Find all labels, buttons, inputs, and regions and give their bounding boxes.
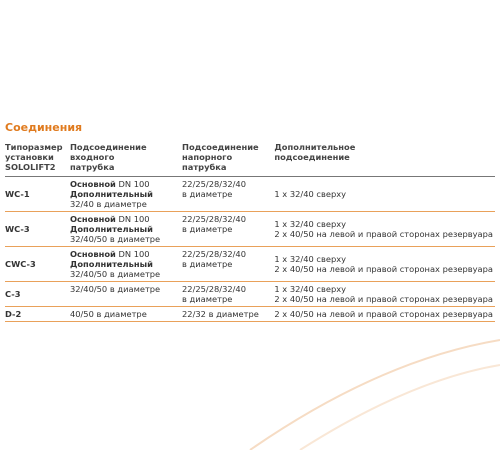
inlet-line: Основной DN 100	[70, 179, 180, 189]
outlet-line: 22/32 в диаметре	[182, 309, 259, 319]
inlet-label: Основной	[69, 249, 116, 259]
header-line: напорного	[182, 152, 233, 162]
inlet-line: 32/40 в диаметре	[70, 199, 180, 209]
inlet-label: Дополнительный	[69, 224, 153, 234]
extra-line: 2 x 40/50 на левой и правой сторонах рез…	[274, 294, 493, 304]
decor-curve	[249, 339, 500, 450]
header-row: Типоразмер установки SOLOLIFT2 Подсоединени…	[5, 140, 495, 177]
header-line: подсоединение	[274, 152, 350, 162]
extra-cell: 1 x 32/40 сверху 2 x 40/50 на левой и пра…	[274, 211, 495, 247]
decor-curve	[299, 364, 500, 450]
extra-cell: 2 x 40/50 на левой и правой сторонах рез…	[274, 306, 495, 322]
inlet-line: 32/40/50 в диаметре	[70, 269, 180, 279]
inlet-line: Дополнительный	[70, 189, 180, 199]
extra-cell: 1 x 32/40 сверху 2 x 40/50 на левой и пра…	[274, 246, 495, 282]
type-cell: D-2	[5, 306, 70, 322]
header-line: патрубка	[182, 162, 227, 172]
connections-table: Типоразмер установки SOLOLIFT2 Подсоединени…	[5, 140, 495, 322]
outlet-line: в диаметре	[182, 224, 233, 234]
extra-line: 1 x 32/40 сверху	[274, 284, 347, 294]
inlet-text: 32/40/50 в диаметре	[69, 234, 161, 244]
extra-line: 2 x 40/50 на левой и правой сторонах рез…	[274, 264, 493, 274]
outlet-line: в диаметре	[182, 259, 233, 269]
outlet-line: в диаметре	[182, 189, 233, 199]
header-line: патрубка	[69, 162, 115, 172]
table-row: WC-1 Основной DN 100 Дополнительный 32/40 в…	[5, 176, 495, 212]
header-line: входного	[69, 152, 115, 162]
extra-line: 2 x 40/50 на левой и правой сторонах рез…	[274, 229, 493, 239]
column-header: Подсоединение напорного патрубка	[182, 140, 275, 177]
inlet-line: Основной DN 100	[70, 214, 180, 224]
type-cell: CWC-3	[5, 246, 70, 282]
inlet-cell: Основной DN 100 Дополнительный 32/40 в диа…	[69, 176, 183, 212]
inlet-label: Основной	[69, 214, 116, 224]
inlet-text: 32/40/50 в диаметре	[69, 269, 161, 279]
section-title: Соединения	[5, 121, 83, 134]
outlet-line: 22/25/28/32/40	[182, 249, 246, 259]
inlet-label: Основной	[69, 179, 116, 189]
type-cell: WC-3	[5, 211, 70, 247]
extra-cell: 1 x 32/40 сверху 2 x 40/50 на левой и пра…	[274, 281, 495, 307]
header-line: Типоразмер	[5, 142, 63, 152]
header-line: Подсоединение	[182, 142, 259, 152]
type-cell: WC-1	[5, 176, 70, 212]
inlet-line: 32/40/50 в диаметре	[70, 284, 180, 294]
inlet-text: DN 100	[118, 214, 150, 224]
extra-line: 1 x 32/40 сверху	[274, 189, 347, 199]
table-row: D-2 40/50 в диаметре 22/32 в диаметре 2 x 4…	[5, 306, 495, 322]
inlet-line: Дополнительный	[70, 259, 180, 269]
extra-line: 1 x 32/40 сверху	[274, 219, 347, 229]
inlet-label: Дополнительный	[69, 189, 153, 199]
header-line: Подсоединение	[69, 142, 147, 152]
inlet-cell: 32/40/50 в диаметре	[69, 281, 183, 307]
outlet-cell: 22/25/28/32/40 в диаметре	[182, 176, 275, 212]
inlet-cell: 40/50 в диаметре	[69, 306, 183, 322]
outlet-cell: 22/32 в диаметре	[182, 306, 275, 322]
outlet-cell: 22/25/28/32/40 в диаметре	[182, 211, 275, 247]
inlet-text: DN 100	[118, 179, 150, 189]
inlet-text: 40/50 в диаметре	[69, 309, 147, 319]
inlet-cell: Основной DN 100 Дополнительный 32/40/50 в …	[69, 211, 183, 247]
inlet-label: Дополнительный	[69, 259, 153, 269]
inlet-text: 32/40 в диаметре	[69, 199, 147, 209]
inlet-line: 40/50 в диаметре	[70, 309, 180, 319]
header-line: SOLOLIFT2	[5, 162, 56, 172]
extra-line: 1 x 32/40 сверху	[274, 254, 347, 264]
outlet-cell: 22/25/28/32/40 в диаметре	[182, 246, 275, 282]
inlet-text: DN 100	[118, 249, 150, 259]
header-line: Дополнительное	[274, 142, 356, 152]
table-head: Типоразмер установки SOLOLIFT2 Подсоединени…	[5, 140, 495, 177]
column-header: Дополнительное подсоединение	[274, 140, 495, 177]
inlet-line: 32/40/50 в диаметре	[70, 234, 180, 244]
column-header: Подсоединение входного патрубка	[69, 140, 183, 177]
extra-line: 2 x 40/50 на левой и правой сторонах рез…	[274, 309, 493, 319]
table-body: WC-1 Основной DN 100 Дополнительный 32/40 в…	[5, 176, 495, 322]
outlet-line: в диаметре	[182, 294, 233, 304]
extra-cell: 1 x 32/40 сверху	[274, 176, 495, 212]
inlet-text: 32/40/50 в диаметре	[69, 284, 161, 294]
outlet-line: 22/25/28/32/40	[182, 214, 246, 224]
inlet-line: Дополнительный	[70, 224, 180, 234]
table-row: CWC-3 Основной DN 100 Дополнительный 32/40/…	[5, 246, 495, 282]
inlet-line: Основной DN 100	[70, 249, 180, 259]
outlet-cell: 22/25/28/32/40 в диаметре	[182, 281, 275, 307]
type-cell: C-3	[5, 281, 70, 307]
table-row: C-3 32/40/50 в диаметре 22/25/28/32/40 в ди…	[5, 281, 495, 307]
outlet-line: 22/25/28/32/40	[182, 179, 246, 189]
inlet-cell: Основной DN 100 Дополнительный 32/40/50 в …	[69, 246, 183, 282]
outlet-line: 22/25/28/32/40	[182, 284, 246, 294]
background-decoration	[249, 339, 500, 450]
table-row: WC-3 Основной DN 100 Дополнительный 32/40/5…	[5, 211, 495, 247]
column-header: Типоразмер установки SOLOLIFT2	[5, 140, 70, 177]
header-line: установки	[5, 152, 54, 162]
